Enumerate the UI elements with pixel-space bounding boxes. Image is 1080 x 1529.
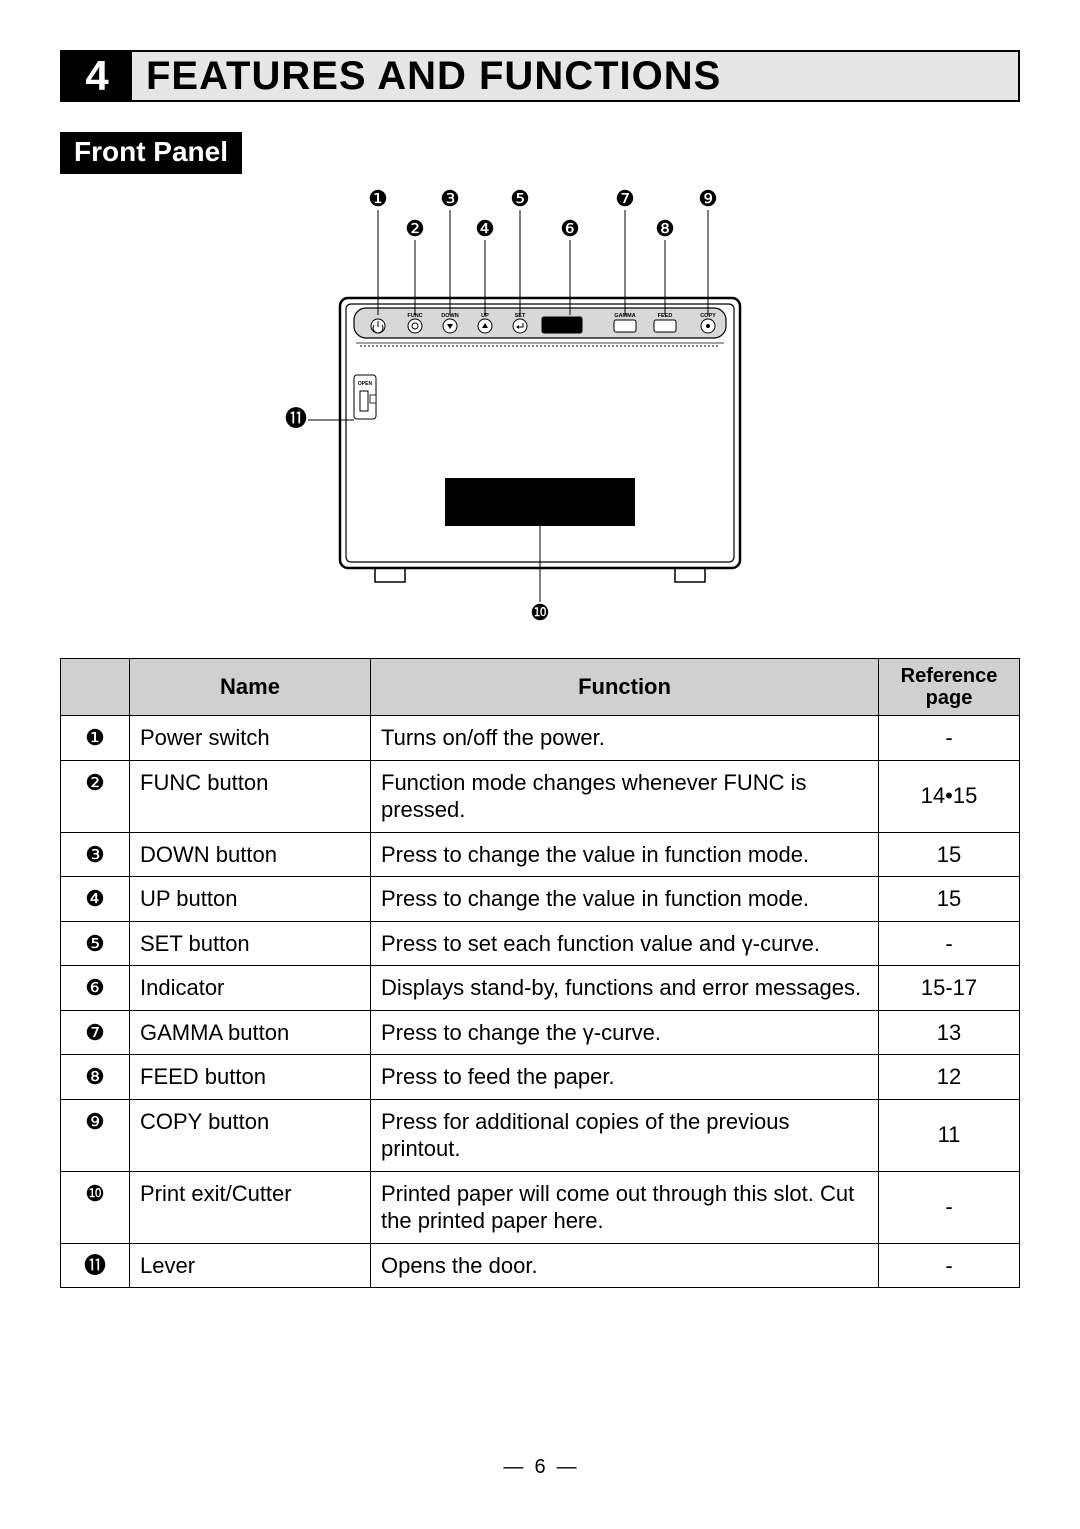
row-name: FEED button [130,1055,371,1100]
row-ref: - [879,716,1020,761]
row-ref: 13 [879,1010,1020,1055]
row-name: DOWN button [130,832,371,877]
table-row: ❾COPY buttonPress for additional copies … [61,1099,1020,1171]
row-num: ❾ [61,1099,130,1171]
row-ref: 11 [879,1099,1020,1171]
table-row: ❼GAMMA buttonPress to change the γ-curve… [61,1010,1020,1055]
row-num: ❽ [61,1055,130,1100]
features-table: Name Function Reference page ❶Power swit… [60,658,1020,1288]
table-row: ❶Power switchTurns on/off the power.- [61,716,1020,761]
row-num: ❿ [61,1171,130,1243]
row-function: Turns on/off the power. [371,716,879,761]
svg-text:❼: ❼ [615,188,635,211]
row-function: Press to change the γ-curve. [371,1010,879,1055]
row-name: FUNC button [130,760,371,832]
row-name: SET button [130,921,371,966]
row-name: GAMMA button [130,1010,371,1055]
row-function: Displays stand-by, functions and error m… [371,966,879,1011]
table-row: ❸DOWN buttonPress to change the value in… [61,832,1020,877]
table-row: ⓫LeverOpens the door.- [61,1243,1020,1288]
chapter-title: FEATURES AND FUNCTIONS [132,52,1018,100]
svg-text:⓫: ⓫ [285,406,307,431]
row-function: Printed paper will come out through this… [371,1171,879,1243]
row-num: ❼ [61,1010,130,1055]
svg-text:❺: ❺ [510,188,530,211]
row-ref: - [879,921,1020,966]
row-ref: - [879,1171,1020,1243]
svg-text:❹: ❹ [475,216,495,241]
row-name: COPY button [130,1099,371,1171]
svg-text:❷: ❷ [405,216,425,241]
chapter-header: 4 FEATURES AND FUNCTIONS [60,50,1020,102]
row-num: ❺ [61,921,130,966]
svg-text:❽: ❽ [655,216,675,241]
row-function: Function mode changes whenever FUNC is p… [371,760,879,832]
row-function: Press for additional copies of the previ… [371,1099,879,1171]
row-name: Print exit/Cutter [130,1171,371,1243]
row-function: Press to set each function value and γ-c… [371,921,879,966]
col-num-header [61,659,130,716]
col-name-header: Name [130,659,371,716]
row-ref: - [879,1243,1020,1288]
row-num: ❶ [61,716,130,761]
section-title: Front Panel [60,132,242,174]
svg-text:❸: ❸ [440,188,460,211]
table-row: ❹UP buttonPress to change the value in f… [61,877,1020,922]
front-panel-diagram: FUNCDOWNUPSETGAMMAFEEDCOPYOPEN❶❸❺❼❾❷❹❻❽⓫… [60,188,1020,628]
svg-text:❶: ❶ [368,188,388,211]
row-name: Power switch [130,716,371,761]
row-name: Lever [130,1243,371,1288]
table-row: ❺SET buttonPress to set each function va… [61,921,1020,966]
row-function: Press to change the value in function mo… [371,832,879,877]
row-num: ⓫ [61,1243,130,1288]
row-function: Press to change the value in function mo… [371,877,879,922]
row-num: ❷ [61,760,130,832]
row-ref: 15 [879,877,1020,922]
row-ref: 12 [879,1055,1020,1100]
svg-text:❾: ❾ [698,188,718,211]
page-number: — 6 — [0,1456,1080,1479]
row-ref: 15 [879,832,1020,877]
row-num: ❻ [61,966,130,1011]
chapter-number: 4 [62,52,132,100]
row-ref: 15-17 [879,966,1020,1011]
table-row: ❽FEED buttonPress to feed the paper.12 [61,1055,1020,1100]
table-row: ❿Print exit/CutterPrinted paper will com… [61,1171,1020,1243]
row-num: ❸ [61,832,130,877]
svg-text:❻: ❻ [560,216,580,241]
table-row: ❷FUNC buttonFunction mode changes whenev… [61,760,1020,832]
row-ref: 14•15 [879,760,1020,832]
table-header-row: Name Function Reference page [61,659,1020,716]
row-function: Opens the door. [371,1243,879,1288]
col-function-header: Function [371,659,879,716]
row-name: Indicator [130,966,371,1011]
page-number-value: 6 [534,1456,545,1478]
svg-text:❿: ❿ [530,600,550,625]
table-row: ❻IndicatorDisplays stand-by, functions a… [61,966,1020,1011]
svg-text:OPEN: OPEN [358,381,373,387]
row-name: UP button [130,877,371,922]
diagram-svg: FUNCDOWNUPSETGAMMAFEEDCOPYOPEN❶❸❺❼❾❷❹❻❽⓫… [260,188,820,628]
col-ref-header: Reference page [879,659,1020,716]
manual-page: 4 FEATURES AND FUNCTIONS Front Panel FUN… [0,0,1080,1529]
row-num: ❹ [61,877,130,922]
row-function: Press to feed the paper. [371,1055,879,1100]
